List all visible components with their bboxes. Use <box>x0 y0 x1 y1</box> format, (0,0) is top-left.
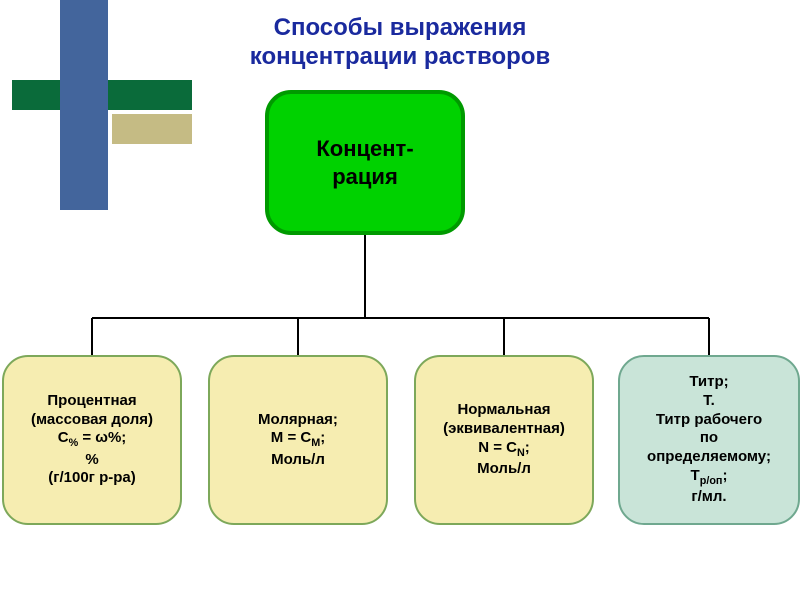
node-line: г/мл. <box>691 488 726 507</box>
node-line: Титр; <box>689 373 728 392</box>
node-line: (массовая доля) <box>31 411 153 430</box>
node-line: (г/100г р-ра) <box>48 469 136 488</box>
node-line: N = CN; <box>478 439 530 460</box>
node-line: Нормальная <box>457 401 550 420</box>
node-line: Tр/оп; <box>691 467 728 488</box>
title-line2: концентрации растворов <box>170 43 630 72</box>
node-line: % <box>85 451 98 470</box>
node-line: определяемому; <box>647 448 771 467</box>
node-line: C% = ω%; <box>58 429 127 450</box>
child-node-normal: Нормальная(эквивалентная)N = CN;Моль/л <box>414 355 594 525</box>
node-line: Т. <box>703 392 715 411</box>
node-line: Молярная; <box>258 411 338 430</box>
node-line: по <box>700 429 718 448</box>
root-node-concentration: Концент- рация <box>265 90 465 235</box>
node-line: Процентная <box>47 392 136 411</box>
page-title: Способы выражения концентрации растворов <box>170 14 630 72</box>
child-node-molar: Молярная;M = CМ;Моль/л <box>208 355 388 525</box>
root-label-1: Концент- <box>316 135 413 163</box>
node-line: M = CМ; <box>271 429 325 450</box>
child-node-titer: Титр;Т.Титр рабочегопоопределяемому;Tр/о… <box>618 355 800 525</box>
node-line: Моль/л <box>477 460 531 479</box>
node-line: Титр рабочего <box>656 411 762 430</box>
child-node-percent: Процентная(массовая доля)C% = ω%;%(г/100… <box>2 355 182 525</box>
root-label-2: рация <box>332 163 398 191</box>
node-line: (эквивалентная) <box>443 420 565 439</box>
node-line: Моль/л <box>271 451 325 470</box>
title-line1: Способы выражения <box>170 14 630 43</box>
